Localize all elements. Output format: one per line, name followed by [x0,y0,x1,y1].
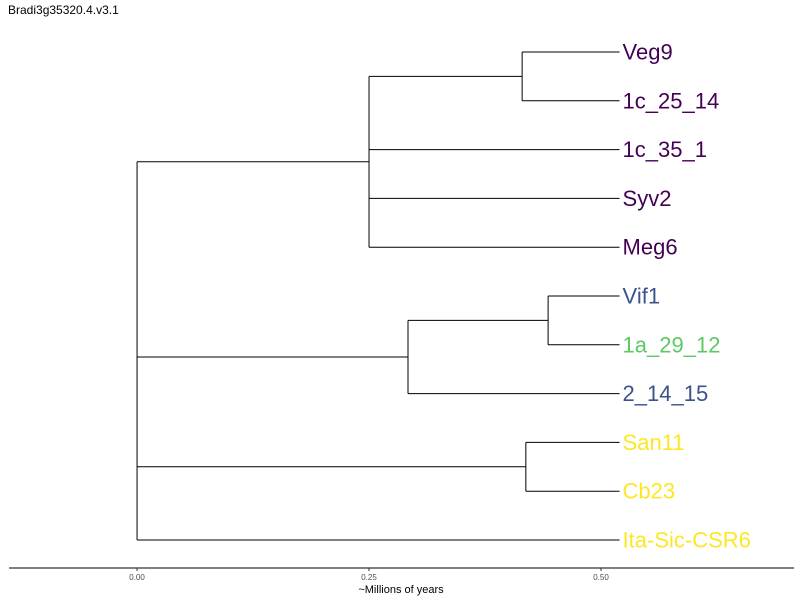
tip-label: San11 [623,430,685,455]
x-tick-label: 0.50 [593,573,609,582]
x-axis-ticks: 0.00 0.25 0.50 [129,568,609,582]
x-axis: 0.00 0.25 0.50 ~Millions of years [9,567,794,596]
tip-label: Vif1 [623,284,661,309]
tip-label: Veg9 [623,40,673,65]
tip-label: 1c_25_14 [623,88,720,113]
tip-labels: Veg9 1c_25_14 1c_35_1 Syv2 Meg6 Vif1 1a_29_12 2… [623,40,751,553]
tip-label: Meg6 [623,235,678,260]
tip-label: Cb23 [623,479,676,504]
tip-label: 2_14_15 [623,381,709,406]
x-tick-label: 0.00 [129,573,145,582]
tree-branches [136,51,620,541]
tip-label: Ita-Sic-CSR6 [623,528,751,553]
figure-title: Bradi3g35320.4.v3.1 [8,3,119,17]
tip-label: 1a_29_12 [623,332,721,357]
x-axis-title: ~Millions of years [358,584,444,596]
tip-label: Syv2 [623,186,672,211]
x-tick-label: 0.25 [361,573,377,582]
tip-label: 1c_35_1 [623,137,707,162]
